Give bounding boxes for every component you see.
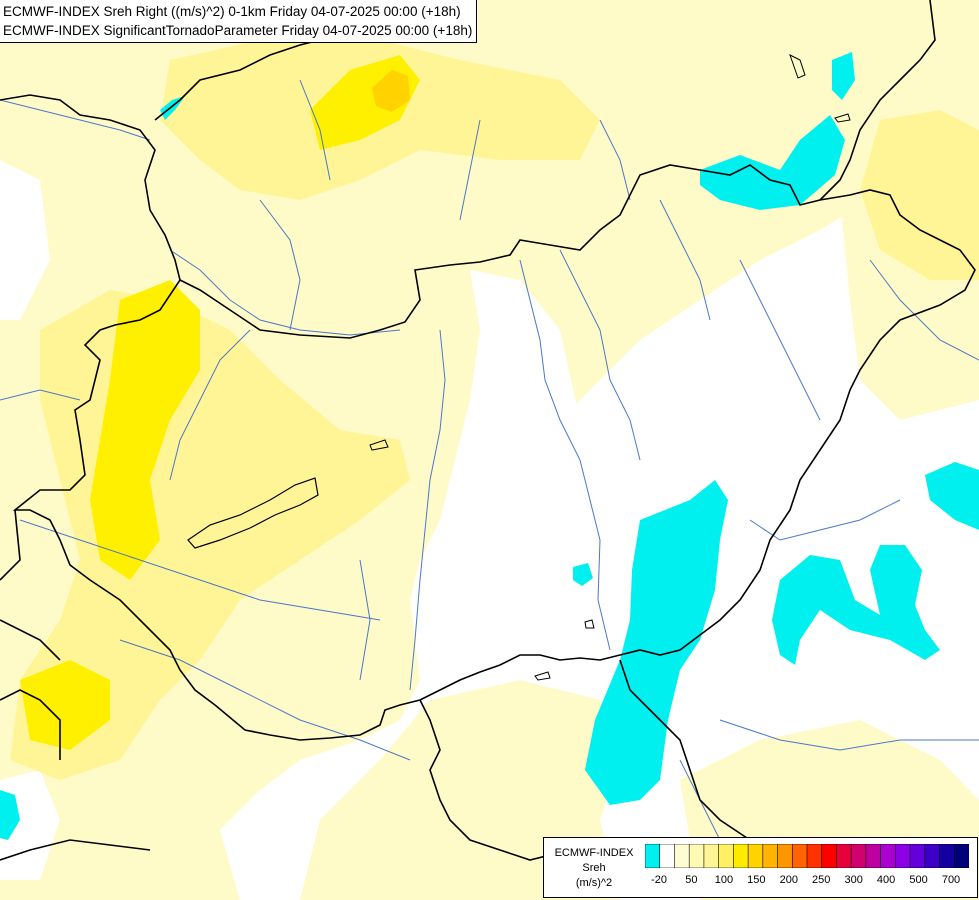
legend-labels: ECMWF-INDEX Sreh (m/s)^2: [548, 846, 640, 891]
legend-swatch: [939, 844, 956, 868]
lake-small-5: [534, 671, 551, 681]
legend-colorbar: [645, 844, 969, 868]
legend-swatch: [806, 844, 823, 868]
legend-tick-label: 150: [747, 874, 766, 886]
map-title-box: ECMWF-INDEX Sreh Right ((m/s)^2) 0-1km F…: [0, 0, 478, 43]
legend-swatch: [747, 844, 764, 868]
lake-small-3: [834, 113, 851, 123]
border-west: [0, 509, 21, 581]
rivers: [0, 79, 979, 881]
legend-unit: (m/s)^2: [575, 877, 613, 889]
legend-swatch: [703, 844, 720, 868]
legend-tick-label: -20: [651, 874, 667, 886]
legend-tick-label: 700: [941, 874, 961, 886]
legend-swatch: [674, 844, 690, 868]
white-plain-center: [420, 270, 620, 700]
legend-tick-label: 200: [779, 874, 798, 886]
lake-small-2: [789, 54, 806, 79]
country-borders: [0, 0, 976, 861]
yellow-field-east: [860, 110, 979, 280]
color-legend: ECMWF-INDEX Sreh (m/s)^2 -20 50 100 150 200 2…: [543, 837, 978, 898]
legend-swatch: [718, 844, 735, 868]
cyan-area-south: [585, 480, 728, 805]
legend-tick-label: 250: [812, 874, 831, 886]
legend-swatch: [865, 844, 882, 868]
border-west-bottom: [0, 619, 61, 661]
border-hungary: [12, 164, 976, 741]
title-line-2: ECMWF-INDEX SignificantTornadoParameter …: [3, 23, 473, 38]
white-patch-west: [0, 160, 50, 320]
legend-tick-label: 400: [876, 874, 896, 886]
bright-yellow-core-west: [90, 280, 200, 580]
light-yellow-field-south: [300, 680, 620, 900]
lake-small-1: [369, 439, 389, 451]
legend-parameter: Sreh: [582, 862, 606, 874]
lake-small-4: [584, 619, 595, 629]
cyan-area-west-edge: [0, 790, 20, 840]
cyan-area-far-east: [925, 462, 979, 530]
legend-swatch: [850, 844, 867, 868]
border-northeast: [819, 0, 936, 201]
orange-yellow-core: [372, 70, 410, 112]
cyan-area-east: [772, 545, 940, 665]
legend-swatch: [791, 844, 808, 868]
cyan-area-north: [700, 115, 845, 210]
legend-swatch: [821, 844, 838, 868]
border-southwest: [0, 689, 61, 760]
legend-swatch: [836, 844, 852, 868]
legend-tick-label: 300: [844, 874, 863, 886]
cyan-area-north-small: [832, 52, 855, 100]
legend-swatch: [924, 844, 941, 868]
legend-tick-label: 100: [714, 874, 734, 886]
legend-swatch: [880, 844, 897, 868]
legend-swatch: [645, 844, 661, 868]
legend-swatch: [733, 844, 749, 868]
legend-tick-label: 50: [685, 874, 698, 886]
legend-tick-label: 500: [909, 874, 928, 886]
title-line-1: ECMWF-INDEX Sreh Right ((m/s)^2) 0-1km F…: [3, 4, 461, 19]
legend-swatch: [762, 844, 779, 868]
legend-swatch: [953, 844, 969, 868]
lake-balaton: [187, 477, 319, 549]
border-serbia-romania: [619, 659, 781, 861]
legend-swatch: [895, 844, 911, 868]
legend-swatch: [688, 844, 705, 868]
border-sw-coast: [0, 839, 151, 861]
cyan-spot-small: [573, 563, 593, 586]
border-north: [0, 94, 181, 281]
legend-swatch: [909, 844, 926, 868]
bright-yellow-core-southwest: [20, 660, 110, 750]
legend-swatch: [659, 844, 676, 868]
legend-swatch: [777, 844, 794, 868]
legend-model: ECMWF-INDEX: [554, 847, 634, 859]
